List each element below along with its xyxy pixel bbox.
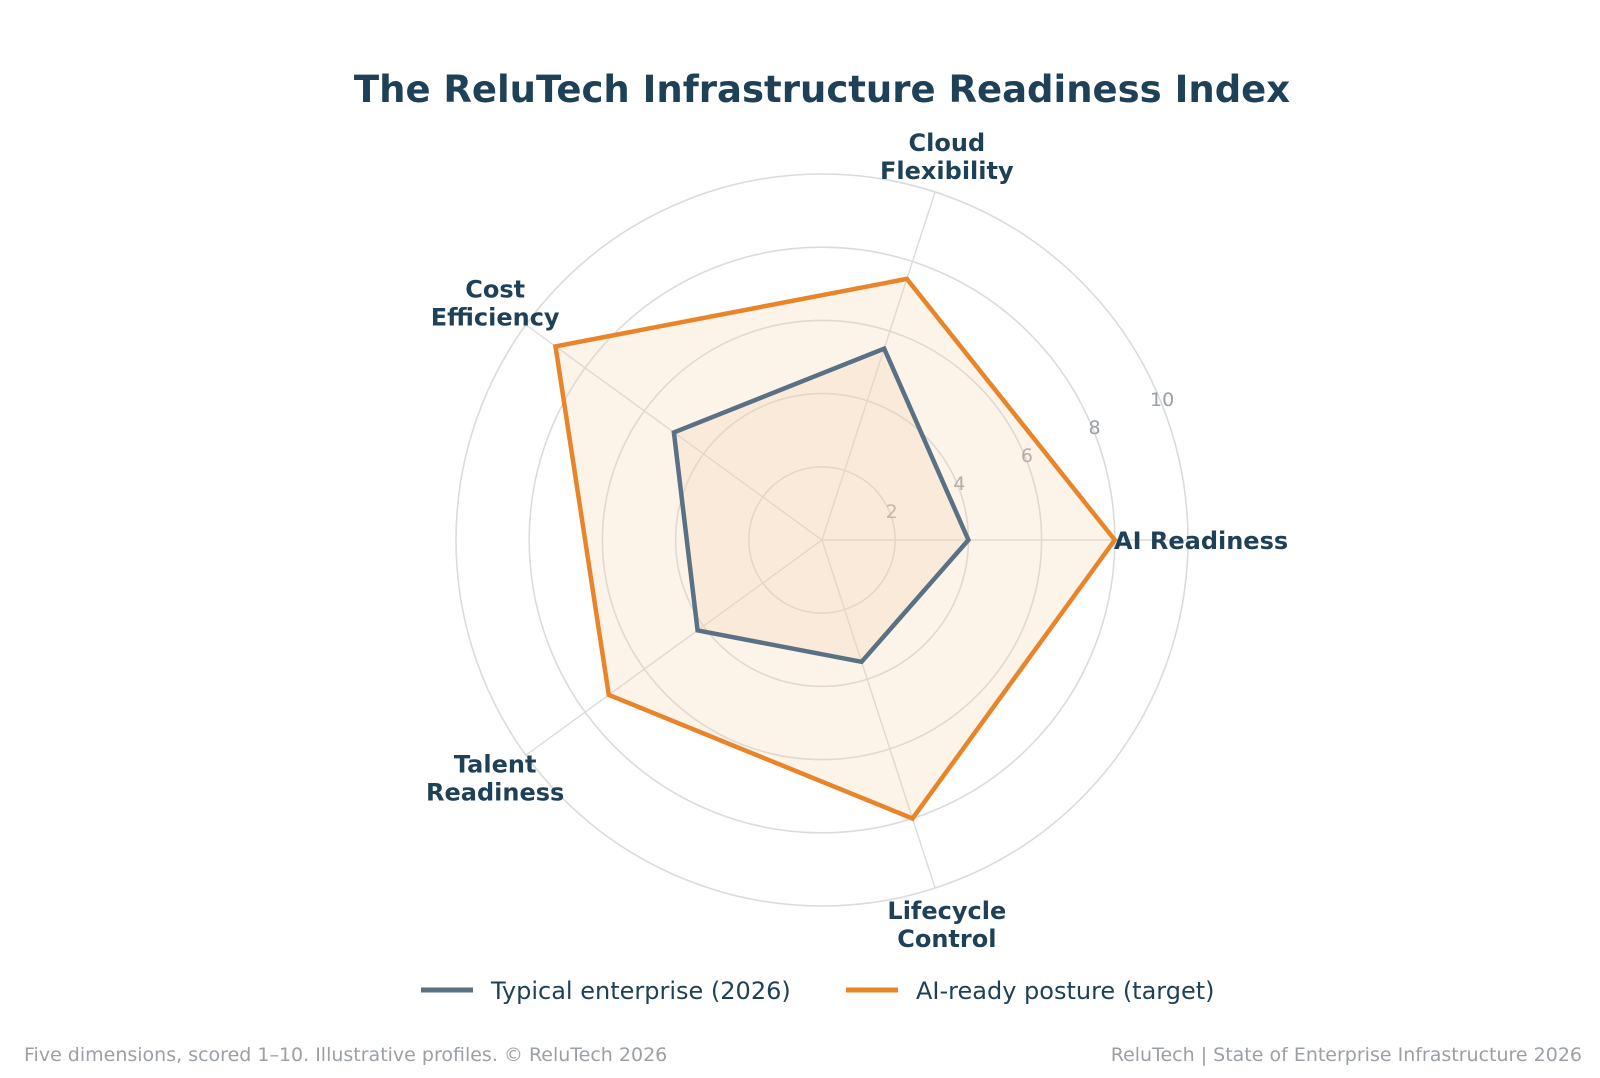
radial-tick-label: 10 — [1150, 389, 1174, 411]
legend-label-typical: Typical enterprise (2026) — [490, 977, 791, 1005]
series-line-1 — [671, 345, 972, 665]
radar-grid: 2 4 6 8 10 — [455, 173, 1189, 907]
legend-label-target: AI-ready posture (target) — [916, 977, 1215, 1005]
axis-label: Flexibility — [880, 157, 1014, 185]
radar-spoke — [821, 191, 936, 541]
axis-label: Lifecycle — [887, 897, 1006, 925]
chart-title: The ReluTech Infrastructure Readiness In… — [354, 68, 1290, 111]
series-fill-1 — [673, 348, 969, 662]
radar-spoke — [525, 539, 823, 756]
series-line-2 — [552, 276, 1118, 822]
axis-label: Readiness — [426, 778, 564, 806]
radar-ring — [601, 319, 1043, 761]
axis-label: Cloud — [909, 129, 986, 157]
axis-label: AI Readiness — [1114, 527, 1288, 555]
radar-ring — [455, 173, 1189, 907]
footer-note: Five dimensions, scored 1–10. Illustrati… — [24, 1044, 667, 1066]
radar-series — [552, 276, 1118, 822]
radial-tick-label: 4 — [953, 473, 965, 495]
radar-spoke — [821, 539, 936, 889]
axis-label: Efficiency — [431, 304, 560, 332]
radial-tick-label: 2 — [886, 501, 898, 523]
legend: Typical enterprise (2026) AI-ready postu… — [421, 977, 1215, 1005]
axis-label-group: AI Readiness — [1114, 527, 1288, 555]
footer-source: ReluTech | State of Enterprise Infrastru… — [1111, 1044, 1582, 1066]
axis-label: Control — [897, 925, 996, 953]
radial-tick-label: 8 — [1088, 417, 1100, 439]
radial-tick-label: 6 — [1021, 445, 1033, 467]
axis-label: Talent — [454, 750, 537, 778]
axis-label: Cost — [465, 276, 525, 304]
radar-ring — [747, 465, 896, 614]
series-fill-2 — [555, 278, 1115, 819]
